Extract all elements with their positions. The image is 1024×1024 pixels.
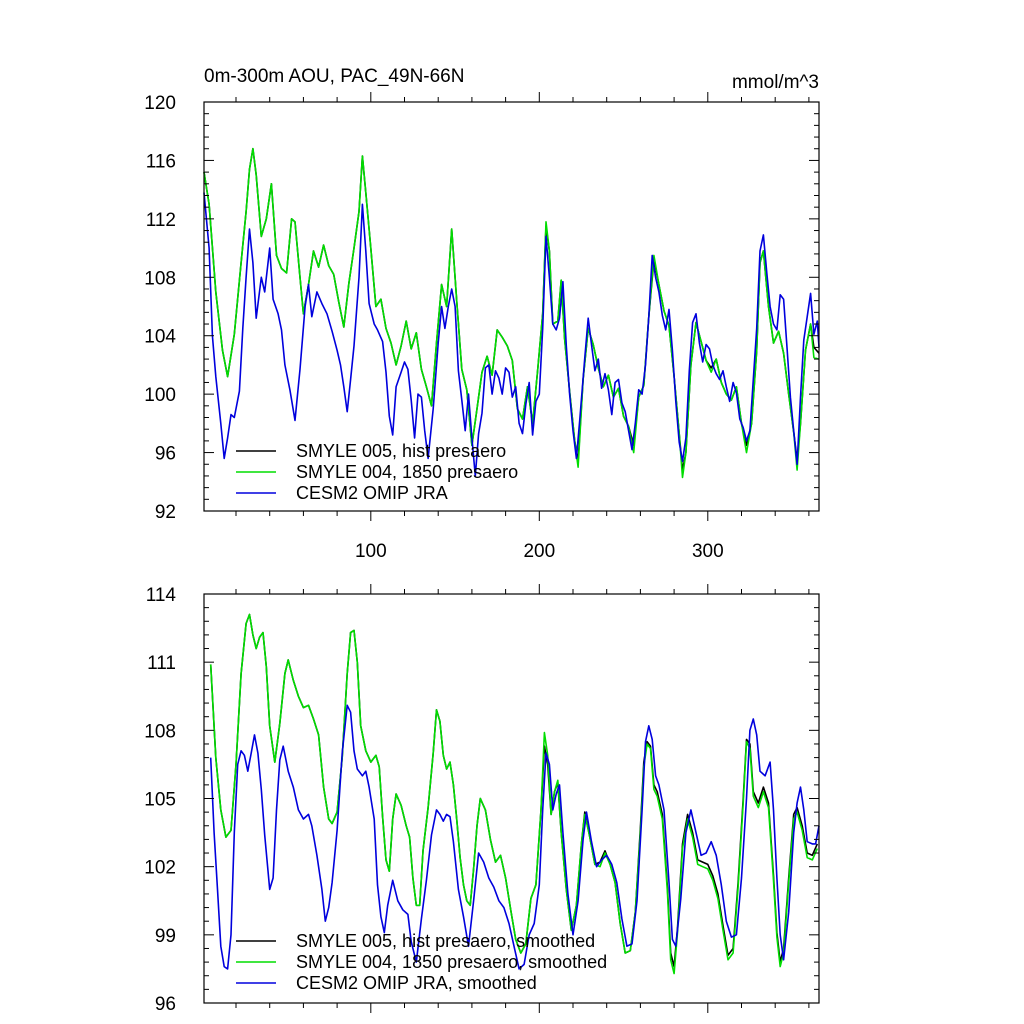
y-tick-label: 112 xyxy=(146,210,176,231)
bottom-panel-axes: 96 99 102 105 108 111 114 xyxy=(144,584,820,1015)
y-tick-label: 96 xyxy=(155,994,176,1015)
y-tick-label: 99 xyxy=(155,926,176,947)
series-line-2 xyxy=(209,613,819,975)
x-tick-label: 200 xyxy=(523,541,555,562)
y-tick-label: 120 xyxy=(144,93,176,114)
top-panel-units: mmol/m^3 xyxy=(732,72,819,93)
series-line-2 xyxy=(203,147,820,479)
y-tick-label: 96 xyxy=(155,444,176,465)
x-tick-label: 100 xyxy=(355,541,387,562)
bottom-panel-series xyxy=(209,613,820,975)
y-tick-label: 104 xyxy=(144,327,176,348)
y-tick-label: 102 xyxy=(144,858,176,879)
series-line-3 xyxy=(209,704,820,970)
bottom-panel: 96 99 102 105 108 111 114 SMYLE 005, hist pres… xyxy=(144,584,820,1015)
y-tick-label: 108 xyxy=(144,268,176,289)
y-tick-label: 116 xyxy=(146,151,176,172)
y-tick-label: 111 xyxy=(147,653,176,674)
y-tick-label: 100 xyxy=(144,385,176,406)
legend-label: SMYLE 004, 1850 presaero xyxy=(296,462,518,482)
legend-label: SMYLE 005, hist presaero xyxy=(296,441,506,461)
y-tick-label: 92 xyxy=(155,502,176,523)
y-tick-label: 108 xyxy=(144,721,176,742)
x-tick-label: 300 xyxy=(692,541,724,562)
series-line-1 xyxy=(203,147,820,471)
legend-label: CESM2 OMIP JRA, smoothed xyxy=(296,973,537,993)
top-panel-axes: 92 96 100 104 108 112 116 120 100 200 300 xyxy=(144,92,820,562)
y-tick-label: 114 xyxy=(146,585,177,606)
top-panel-title: 0m-300m AOU, PAC_49N-66N xyxy=(204,66,464,87)
series-line-1 xyxy=(209,613,819,968)
plot-frame xyxy=(203,101,820,512)
series-line-3 xyxy=(203,192,820,477)
top-panel-series xyxy=(203,147,820,479)
top-panel: 0m-300m AOU, PAC_49N-66N mmol/m^3 92 96 10… xyxy=(144,66,820,562)
legend-label: CESM2 OMIP JRA xyxy=(296,483,448,503)
y-tick-label: 105 xyxy=(144,790,176,811)
legend-label: SMYLE 004, 1850 presaero, smoothed xyxy=(296,952,607,972)
bottom-panel-legend: SMYLE 005, hist presaero, smoothedSMYLE … xyxy=(236,931,607,993)
legend-label: SMYLE 005, hist presaero, smoothed xyxy=(296,931,595,951)
